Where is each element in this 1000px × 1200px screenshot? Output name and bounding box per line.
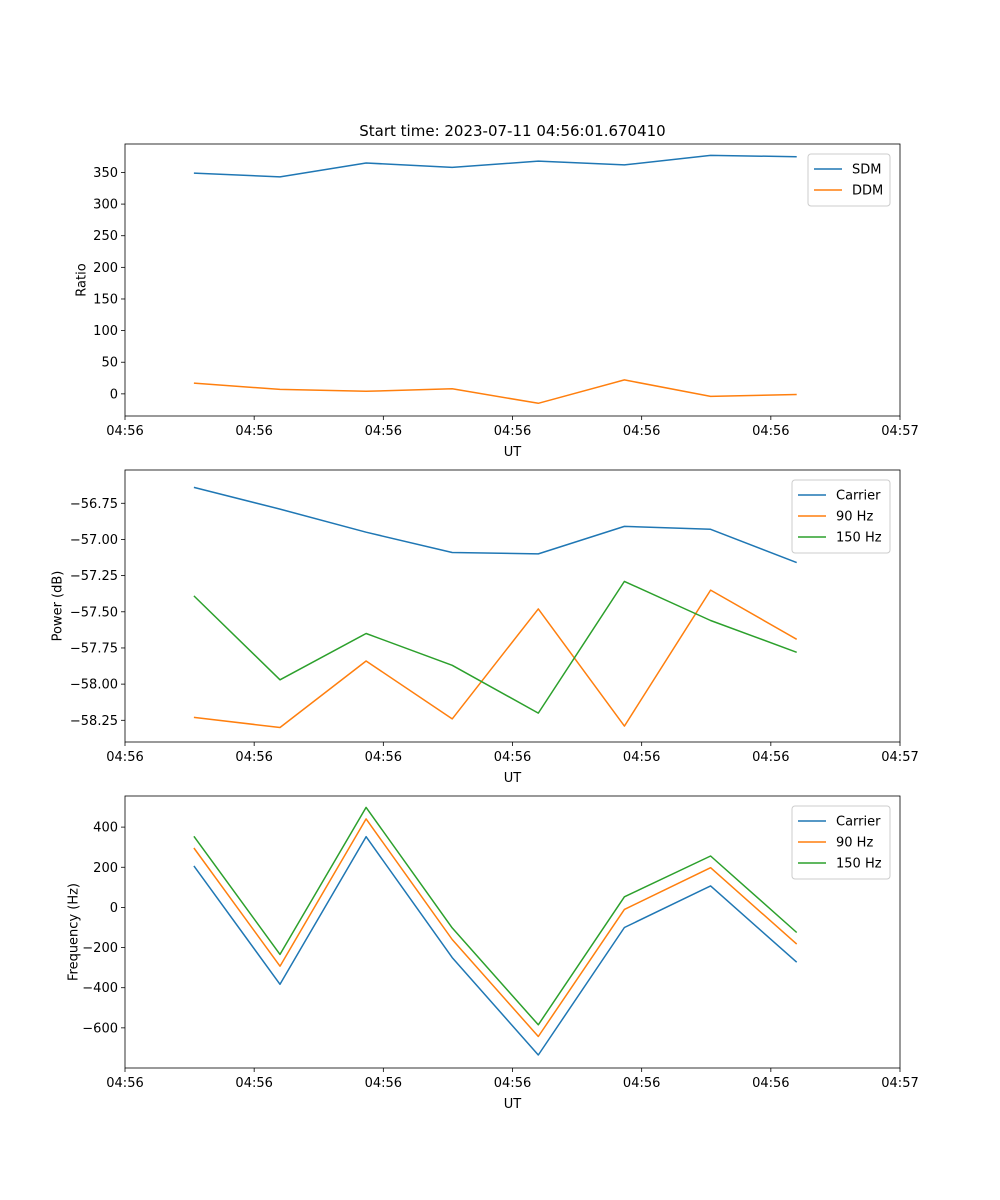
y-tick-label: 200: [93, 261, 118, 276]
x-tick-label: 04:56: [494, 1076, 531, 1091]
x-axis-label: UT: [504, 445, 522, 460]
x-tick-label: 04:56: [752, 1076, 789, 1091]
x-axis-label: UT: [504, 1097, 522, 1112]
y-tick-label: −200: [82, 941, 118, 956]
x-tick-label: 04:56: [623, 1076, 660, 1091]
y-tick-label: 50: [101, 356, 118, 371]
y-axis-label: Frequency (Hz): [66, 883, 81, 981]
chart-2: 04:56 04:56 04:56 04:56 04:56 04:56 04:57 −58.2…: [51, 469, 919, 786]
y-tick-label: 200: [93, 861, 118, 876]
y-tick-label: 150: [93, 292, 118, 307]
x-tick-label: 04:56: [365, 750, 402, 765]
legend: Carrier 90 Hz 150 Hz: [791, 805, 891, 880]
legend-box: [791, 479, 891, 554]
y-tick-label: 0: [110, 901, 118, 916]
y-tick-label: 250: [93, 229, 118, 244]
x-tick-label: 04:57: [881, 424, 918, 439]
y-tick-label: 100: [93, 324, 118, 339]
y-tick-label: −600: [82, 1021, 118, 1036]
series-line-carrier: [193, 486, 797, 564]
legend-label: 150 Hz: [836, 857, 882, 872]
y-tick-label: −57.25: [70, 569, 118, 584]
x-tick-label: 04:56: [752, 424, 789, 439]
x-tick-label: 04:56: [494, 424, 531, 439]
figure-title: Start time: 2023-07-11 04:56:01.670410: [359, 122, 665, 140]
x-axis-label: UT: [504, 771, 522, 786]
legend-label: DDM: [852, 184, 883, 199]
y-tick-label: −57.50: [70, 605, 118, 620]
y-axis-label: Power (dB): [51, 571, 66, 642]
series-line-150-hz: [193, 806, 798, 1026]
y-tick-label: 400: [93, 821, 118, 836]
legend-box: [791, 805, 891, 880]
y-tick-label: 350: [93, 166, 118, 181]
y-tick-label: 300: [93, 198, 118, 213]
y-tick-label: −400: [82, 981, 118, 996]
chart-3: 04:56 04:56 04:56 04:56 04:56 04:56 04:57 −600 −…: [66, 795, 919, 1112]
y-tick-label: −57.75: [70, 641, 118, 656]
x-tick-label: 04:56: [494, 750, 531, 765]
x-tick-label: 04:56: [623, 750, 660, 765]
series-line-sdm: [193, 154, 797, 178]
x-tick-label: 04:57: [881, 750, 918, 765]
x-tick-label: 04:56: [365, 424, 402, 439]
legend-label: SDM: [852, 163, 881, 178]
y-axis-label: Ratio: [74, 263, 89, 296]
y-tick-label: −57.00: [70, 533, 118, 548]
legend-label: 90 Hz: [836, 510, 873, 525]
legend-label: Carrier: [836, 489, 881, 504]
x-tick-label: 04:56: [623, 424, 660, 439]
series-line-carrier: [193, 835, 798, 1056]
x-tick-label: 04:56: [752, 750, 789, 765]
legend-label: 150 Hz: [836, 531, 882, 546]
x-tick-label: 04:56: [106, 424, 143, 439]
y-tick-label: −58.25: [70, 714, 118, 729]
y-tick-label: 0: [110, 387, 118, 402]
series-line-90-hz: [193, 818, 798, 1038]
y-tick-label: −56.75: [70, 497, 118, 512]
legend-label: 90 Hz: [836, 836, 873, 851]
chart-1: 04:56 04:56 04:56 04:56 04:56 04:56 04:57 0 50 10…: [74, 143, 919, 460]
y-tick-label: −58.00: [70, 678, 118, 693]
legend: Carrier 90 Hz 150 Hz: [791, 479, 891, 554]
x-tick-label: 04:56: [235, 1076, 272, 1091]
series-line-150-hz: [193, 580, 797, 714]
x-tick-label: 04:56: [106, 750, 143, 765]
x-tick-label: 04:56: [365, 1076, 402, 1091]
legend-label: Carrier: [836, 815, 881, 830]
x-tick-label: 04:57: [881, 1076, 918, 1091]
series-line-90-hz: [193, 589, 798, 729]
x-tick-label: 04:56: [235, 750, 272, 765]
legend: SDM DDM: [807, 153, 891, 207]
x-tick-label: 04:56: [106, 1076, 143, 1091]
series-line-ddm: [193, 379, 797, 405]
x-tick-label: 04:56: [235, 424, 272, 439]
legend-box: [807, 153, 891, 207]
